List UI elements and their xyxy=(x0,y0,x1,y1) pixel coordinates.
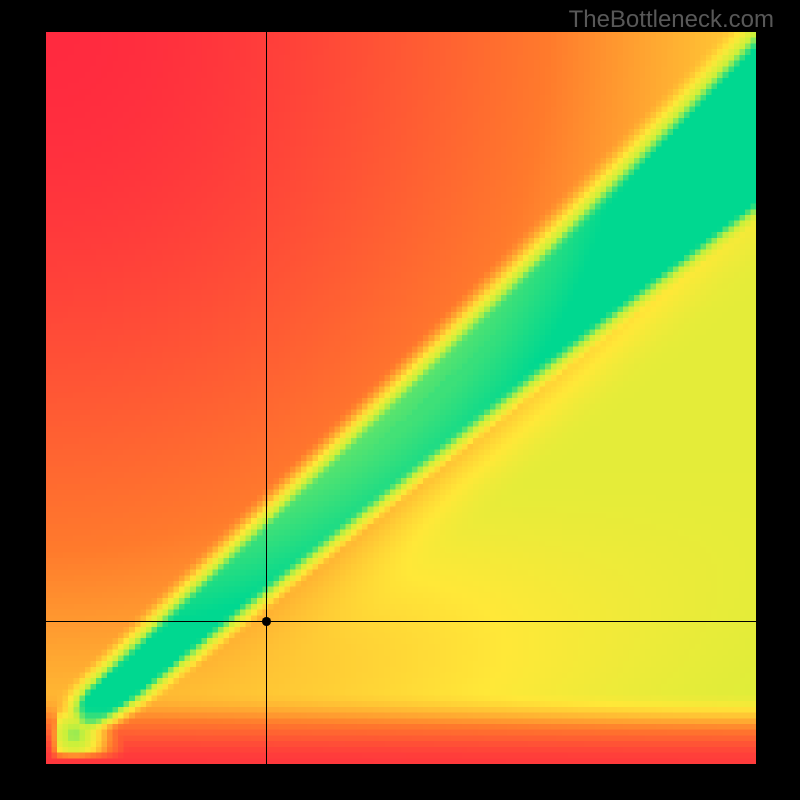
crosshair-overlay xyxy=(46,32,756,764)
chart-container: { "watermark": { "text": "TheBottleneck.… xyxy=(0,0,800,800)
watermark-text: TheBottleneck.com xyxy=(569,6,774,34)
